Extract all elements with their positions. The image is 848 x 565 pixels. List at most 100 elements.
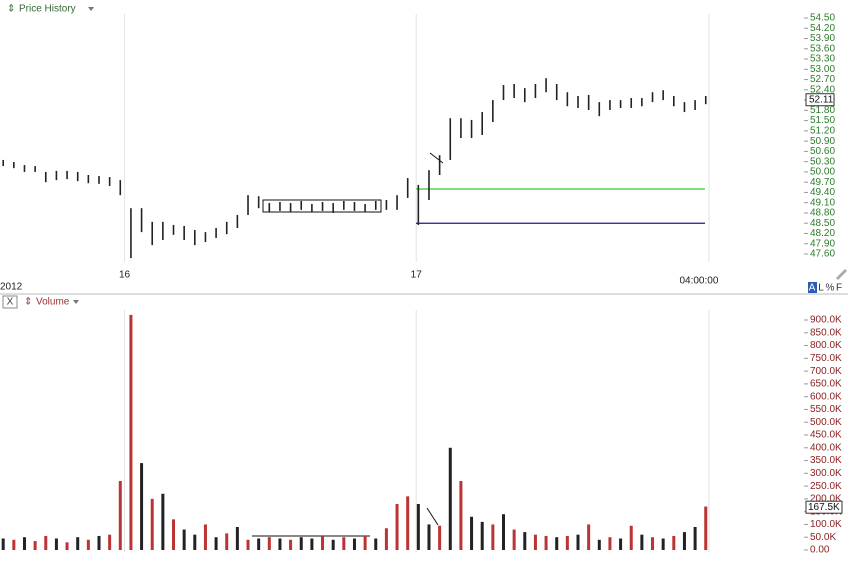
y-tick-label: 51.20	[810, 126, 835, 137]
volume-bar	[523, 532, 527, 550]
sort-icon: ⇕	[7, 4, 15, 15]
x-tick-label: 17	[411, 270, 423, 281]
annotation-line[interactable]	[426, 507, 439, 526]
volume-bar	[299, 537, 303, 550]
volume-bar	[97, 535, 101, 550]
close-button[interactable]	[2, 295, 18, 309]
axis-button[interactable]: %	[826, 283, 835, 294]
y-tick-label: 53.90	[810, 33, 835, 44]
last-value-label: 52.11	[809, 94, 834, 105]
y-tick-label: 750.0K	[810, 353, 842, 364]
dropdown-arrow[interactable]	[73, 300, 79, 304]
volume-bar	[438, 525, 442, 550]
y-tick-label: 650.0K	[810, 379, 842, 390]
volume-bar	[140, 463, 144, 550]
volume-bar	[86, 539, 90, 550]
volume-bar	[587, 524, 591, 550]
y-tick-label: 250.0K	[810, 481, 842, 492]
y-tick-label: 49.70	[810, 177, 835, 188]
y-tick-label: 48.50	[810, 218, 835, 229]
y-tick-label: 53.30	[810, 54, 835, 65]
y-tick-label: 51.50	[810, 115, 835, 126]
volume-bar	[44, 535, 48, 550]
volume-bar	[693, 527, 697, 550]
volume-bar	[331, 539, 335, 550]
volume-bar	[565, 535, 569, 550]
y-tick-label: 53.00	[810, 64, 835, 75]
y-tick-label: 48.80	[810, 208, 835, 219]
pencil-icon[interactable]	[836, 269, 847, 280]
dropdown-arrow[interactable]	[88, 7, 94, 11]
x-year-label: 2012	[0, 282, 23, 293]
volume-bar	[459, 481, 463, 550]
y-tick-label: 49.10	[810, 197, 835, 208]
y-tick-label: 54.50	[810, 13, 835, 24]
volume-bar	[33, 541, 37, 550]
y-tick-label: 50.0K	[810, 532, 836, 543]
y-tick-label: 850.0K	[810, 327, 842, 338]
volume-bar	[76, 537, 80, 550]
y-tick-label: 700.0K	[810, 366, 842, 377]
x-tick-label: 16	[119, 270, 131, 281]
volume-bar	[267, 537, 271, 550]
volume-bar	[118, 481, 122, 550]
volume-bar	[278, 538, 282, 550]
last-value-box	[805, 500, 843, 514]
y-tick-label: 50.30	[810, 156, 835, 167]
volume-bar	[619, 538, 623, 550]
volume-bar	[235, 527, 239, 550]
y-tick-label: 47.60	[810, 249, 835, 260]
volume-bar	[427, 524, 431, 550]
volume-bar	[512, 529, 516, 550]
volume-bar	[544, 535, 548, 550]
y-tick-label: 49.40	[810, 187, 835, 198]
volume-bar	[661, 538, 665, 550]
y-tick-label: 400.0K	[810, 442, 842, 453]
last-value-box	[805, 93, 835, 107]
y-tick-label: 50.90	[810, 136, 835, 147]
volume-bar	[225, 533, 229, 550]
volume-bar	[214, 537, 218, 550]
volume-bar	[491, 524, 495, 550]
y-tick-label: 500.0K	[810, 417, 842, 428]
volume-bar	[150, 498, 154, 550]
volume-title[interactable]: Volume	[36, 297, 70, 308]
volume-bar	[246, 539, 250, 550]
volume-bar	[533, 534, 537, 550]
volume-bar	[289, 539, 293, 550]
volume-bar	[640, 534, 644, 550]
sort-icon: ⇕	[24, 297, 32, 308]
y-tick-label: 52.70	[810, 74, 835, 85]
axis-button[interactable]: L	[818, 283, 824, 294]
volume-bar	[629, 525, 633, 550]
volume-bar	[54, 538, 58, 550]
axis-button-bg[interactable]	[808, 282, 817, 293]
volume-bar	[161, 493, 165, 550]
annotation-line[interactable]	[429, 152, 444, 164]
volume-bar	[597, 539, 601, 550]
volume-bar	[352, 538, 356, 550]
volume-bar	[12, 539, 16, 550]
y-tick-label: 50.60	[810, 146, 835, 157]
y-tick-label: 200.0K	[810, 494, 842, 505]
volume-bar	[672, 535, 676, 550]
axis-button[interactable]: A	[809, 283, 816, 294]
y-tick-label: 300.0K	[810, 468, 842, 479]
y-tick-label: 53.60	[810, 43, 835, 54]
volume-bar	[682, 532, 686, 550]
close-button-label[interactable]: X	[7, 297, 14, 308]
volume-bar	[182, 529, 186, 550]
y-tick-label: 550.0K	[810, 404, 842, 415]
y-tick-label: 51.80	[810, 105, 835, 116]
annotation-rectangle[interactable]	[262, 199, 382, 213]
volume-bar	[363, 535, 367, 550]
volume-bar	[342, 537, 346, 550]
axis-button[interactable]: F	[836, 283, 842, 294]
volume-bar	[416, 504, 420, 550]
price-title[interactable]: Price History	[19, 4, 76, 15]
volume-bar	[65, 542, 69, 550]
x-tick-label: 04:00:00	[679, 276, 718, 287]
